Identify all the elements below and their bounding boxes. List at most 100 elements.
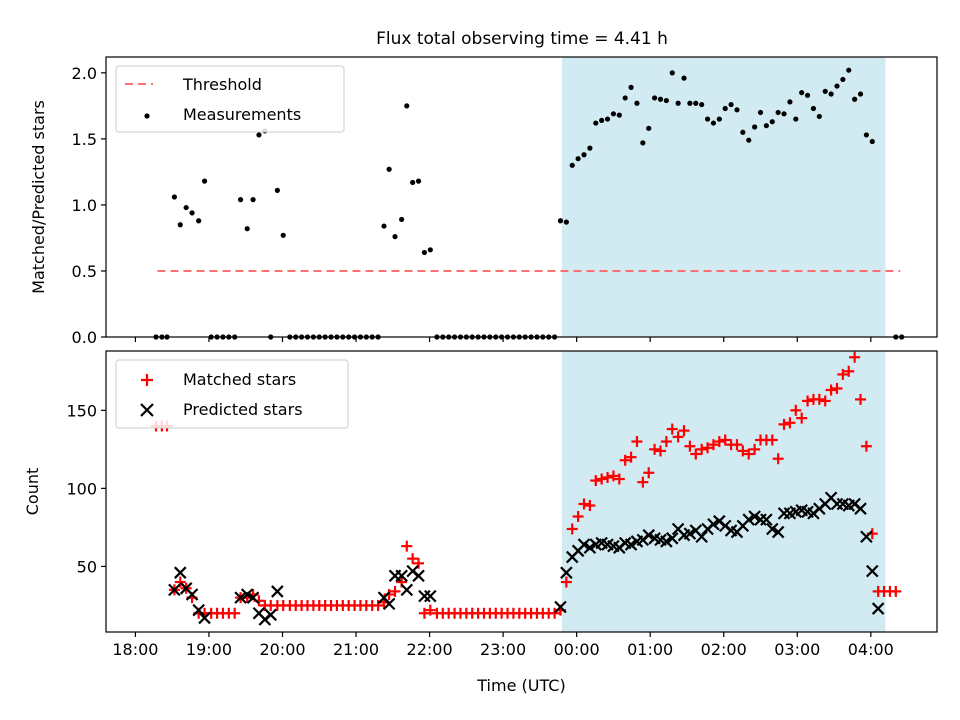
measurement-point [728,101,734,108]
matched-star-point [424,604,436,616]
predicted-star-point [660,535,673,548]
predicted-star-point [683,527,697,540]
matched-star-point [719,434,731,446]
top-legend-box [115,65,345,133]
measurement-point [846,67,852,73]
predicted-star-point [771,525,785,539]
matched-star-point [684,440,696,452]
measurement-point [722,105,728,112]
matched-star-point [566,523,578,535]
predicted-star-point [748,510,761,523]
measurement-point [852,96,858,102]
predicted-star-point [418,589,431,603]
matched-star-point [890,585,902,597]
matched-star-point [613,473,625,485]
measurement-point [681,75,687,81]
matched-star-point [819,395,831,407]
measurement-point [410,179,416,186]
matched-star-point [619,454,631,466]
measurement-point [775,109,781,116]
matched-star-point [413,557,425,569]
matched-star-point [560,576,572,588]
predicted-star-point [395,569,408,583]
predicted-star-point [168,583,181,597]
measurement-point [392,234,398,240]
predicted-stars-series [168,491,885,626]
matched-star-point [749,443,761,455]
matched-star-point [625,451,637,463]
matched-star-point [737,445,749,457]
measurement-point [640,140,646,146]
measurement-point [675,100,681,106]
xtick-label: 00:00 [554,640,600,659]
matched-star-point [843,365,855,377]
predicted-star-point [234,591,247,604]
measurement-point [710,120,717,126]
matched-star-point [790,404,802,416]
measurement-point [840,76,846,83]
xtick-label: 22:00 [407,640,453,659]
top-legend: Threshold Measurements [115,65,345,133]
bottom-ytick-label: 150 [66,401,97,420]
measurement-point [581,152,587,158]
measurement-point [177,222,183,228]
bottom-legend: Matched stars Predicted stars [115,359,349,429]
measurement-point [569,162,575,168]
matched-star-point [649,443,661,455]
matched-star-point [796,412,808,424]
matched-star-point [418,607,430,619]
bottom-ytick-label: 100 [66,479,97,498]
predicted-star-point [742,513,756,526]
measurement-point [763,123,769,129]
measurement-point [381,223,387,229]
measurement-point [804,92,811,98]
measurement-point [669,70,675,76]
measurement-point [196,218,202,224]
matched-star-point [778,418,790,430]
matched-star-point [855,393,867,405]
predicted-star-point [860,530,873,544]
predicted-star-point [583,541,597,554]
chart-title: Flux total observing time = 4.41 h [376,29,668,49]
measurement-point [622,95,628,101]
measurement-point [869,138,875,145]
matched-star-point [731,439,743,451]
measurement-point [244,226,250,232]
matched-star-point [572,510,584,522]
predicted-star-point [240,588,254,601]
predicted-star-point [264,608,278,622]
matched-star-point [549,607,561,619]
measurement-point [415,178,422,184]
predicted-star-point [760,513,773,526]
measurement-point [563,219,569,225]
measurement-point [256,132,262,138]
bottom-y-axis-label: Count [23,468,42,516]
matched-star-point [707,439,719,451]
predicted-star-point [854,502,867,515]
measurement-point [587,145,593,151]
predicted-star-point [424,589,437,603]
top-x-axis-ticks [134,337,872,342]
matched-star-point [637,476,649,488]
measurement-point [828,91,834,97]
matched-star-point [766,434,778,446]
matched-star-point [813,393,825,405]
legend-threshold-label: Threshold [182,75,262,94]
top-plot-panel: 0.00.51.01.52.0 Matched/Predicted stars … [29,56,938,347]
bottom-plot-panel: 50 100 150 18:00 19:00 20:00 21:00 22:00 23:00 0… [23,350,938,695]
measurement-point [799,90,805,96]
predicted-star-point [192,603,205,617]
measurement-point [386,166,392,172]
measurement-point [171,194,177,200]
measurement-point [599,117,605,123]
matched-star-point [590,475,602,487]
xtick-label: 01:00 [627,640,673,659]
matched-star-point [389,585,401,597]
matched-star-point [849,351,861,363]
matched-star-point [825,384,837,396]
matched-star-point [831,382,843,394]
measurement-point [657,96,664,102]
top-y-axis-label: Matched/Predicted stars [29,100,48,294]
matched-star-point [401,540,413,552]
matched-star-point [772,453,784,465]
